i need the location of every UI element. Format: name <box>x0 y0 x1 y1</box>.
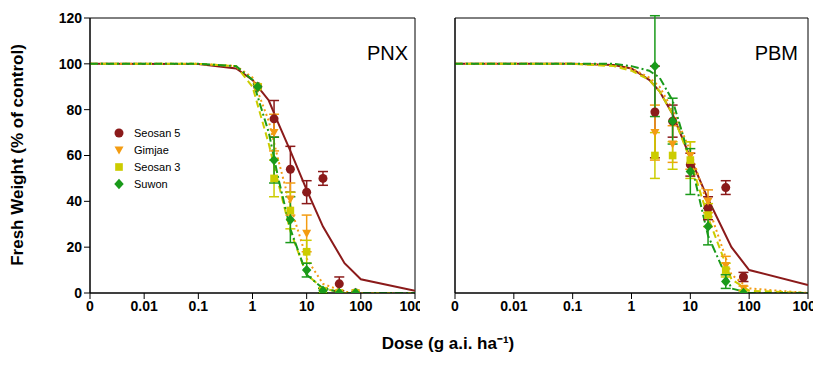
svg-text:100: 100 <box>59 56 83 72</box>
html-text:Fresh Weight (% of control): Fresh Weight (% of control) <box>8 44 27 266</box>
html-text:Suwon: Suwon <box>134 177 168 190</box>
svg-text:40: 40 <box>66 193 82 209</box>
svg-text:10: 10 <box>683 298 699 314</box>
svg-text:100: 100 <box>737 298 761 314</box>
svg-text:0.1: 0.1 <box>189 298 209 314</box>
html-text:PNX: PNX <box>366 42 408 64</box>
svg-text:1: 1 <box>628 298 636 314</box>
html-text:Dose (g a.i. ha⁻¹): Dose (g a.i. ha⁻¹) <box>381 334 515 353</box>
svg-text:120: 120 <box>59 10 83 26</box>
svg-text:1000: 1000 <box>792 298 813 314</box>
svg-text:0: 0 <box>74 285 82 301</box>
html-text:Seosan 5: Seosan 5 <box>134 126 181 139</box>
svg-text:100: 100 <box>349 298 373 314</box>
html-text:Gimjae: Gimjae <box>134 143 169 156</box>
svg-text:0: 0 <box>86 298 94 314</box>
svg-text:1: 1 <box>249 298 257 314</box>
svg-text:60: 60 <box>66 147 82 163</box>
html-text:PBM: PBM <box>754 42 798 64</box>
svg-text:20: 20 <box>66 239 82 255</box>
svg-text:0.1: 0.1 <box>563 298 583 314</box>
html-text:Seosan 3: Seosan 3 <box>134 160 181 173</box>
svg-text:0.01: 0.01 <box>131 298 158 314</box>
svg-text:80: 80 <box>66 102 82 118</box>
svg-text:0: 0 <box>451 298 459 314</box>
svg-text:0.01: 0.01 <box>500 298 527 314</box>
svg-text:10: 10 <box>299 298 315 314</box>
svg-text:1000: 1000 <box>399 298 420 314</box>
